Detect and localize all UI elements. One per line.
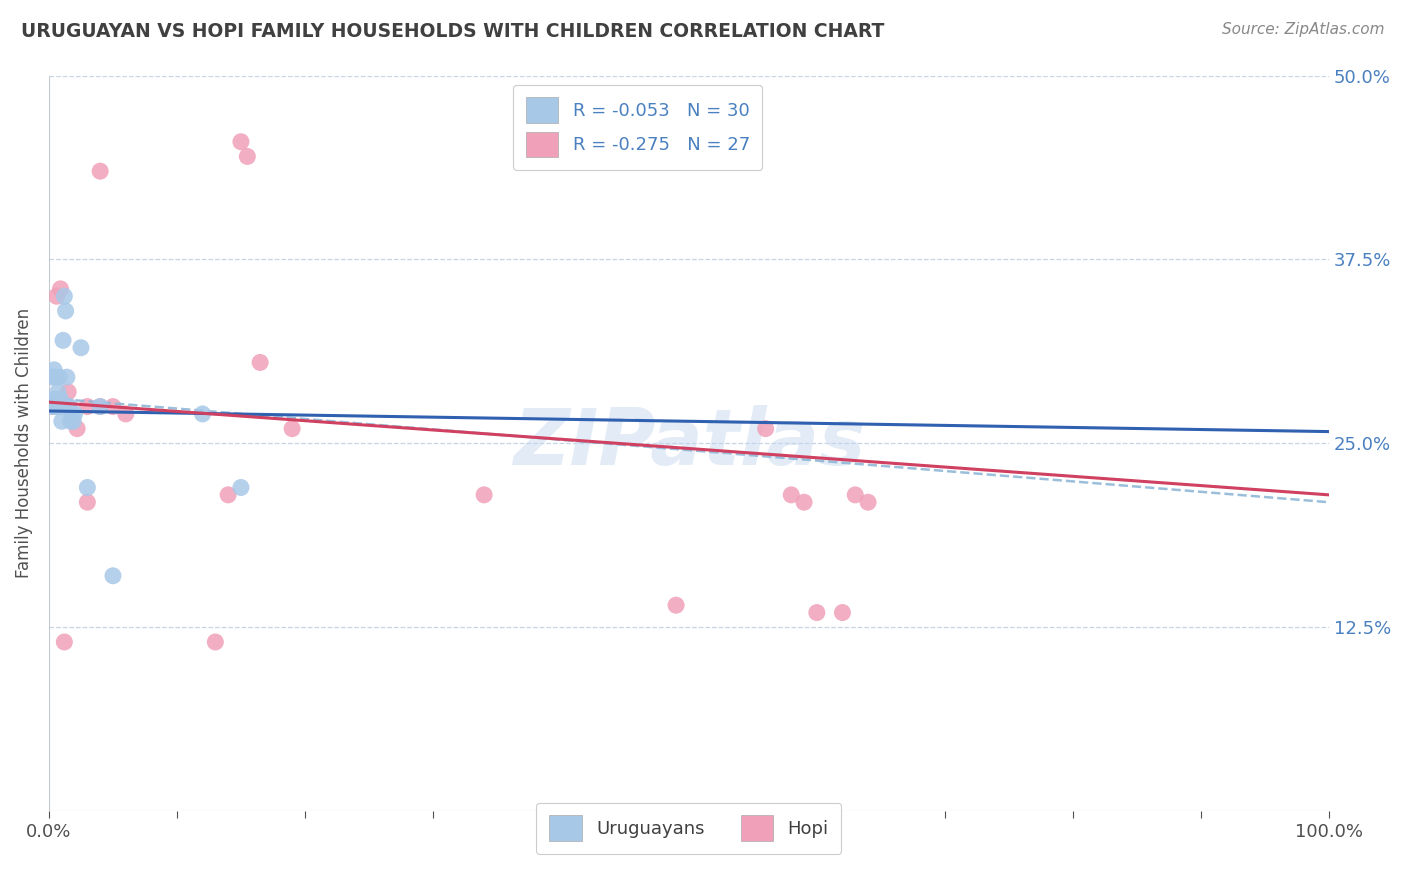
Point xyxy=(53,635,76,649)
Point xyxy=(48,370,70,384)
Point xyxy=(59,414,82,428)
Point xyxy=(53,289,76,303)
Point xyxy=(472,488,495,502)
Point xyxy=(755,422,778,436)
Point xyxy=(52,334,75,348)
Point xyxy=(51,400,73,414)
Point xyxy=(62,414,84,428)
Point xyxy=(45,392,67,407)
Point xyxy=(249,355,271,369)
Point xyxy=(56,370,79,384)
Text: ZIPatlas: ZIPatlas xyxy=(513,405,865,482)
Point xyxy=(44,400,66,414)
Point xyxy=(51,414,73,428)
Point xyxy=(831,606,853,620)
Point xyxy=(204,635,226,649)
Point xyxy=(60,407,83,421)
Point xyxy=(44,370,66,384)
Point xyxy=(191,407,214,421)
Point xyxy=(806,606,828,620)
Point xyxy=(70,341,93,355)
Point xyxy=(42,363,65,377)
Point xyxy=(45,289,67,303)
Point xyxy=(217,488,239,502)
Point xyxy=(281,422,304,436)
Point xyxy=(49,392,72,407)
Point xyxy=(89,164,111,178)
Point xyxy=(45,400,67,414)
Point xyxy=(63,407,86,421)
Point xyxy=(42,370,65,384)
Point xyxy=(844,488,866,502)
Point xyxy=(114,407,136,421)
Point xyxy=(229,135,252,149)
Text: URUGUAYAN VS HOPI FAMILY HOUSEHOLDS WITH CHILDREN CORRELATION CHART: URUGUAYAN VS HOPI FAMILY HOUSEHOLDS WITH… xyxy=(21,22,884,41)
Point xyxy=(793,495,815,509)
Point xyxy=(76,481,98,495)
Point xyxy=(229,481,252,495)
Point xyxy=(56,384,79,399)
Point xyxy=(89,400,111,414)
Point xyxy=(780,488,803,502)
Point xyxy=(42,392,65,407)
Point xyxy=(856,495,879,509)
Text: Source: ZipAtlas.com: Source: ZipAtlas.com xyxy=(1222,22,1385,37)
Point xyxy=(665,598,688,612)
Legend: Uruguayans, Hopi: Uruguayans, Hopi xyxy=(537,803,841,854)
Point xyxy=(56,400,79,414)
Point xyxy=(66,422,89,436)
Point xyxy=(42,400,65,414)
Point xyxy=(101,568,124,582)
Point xyxy=(236,149,259,163)
Point xyxy=(48,400,70,414)
Point xyxy=(42,400,65,414)
Point xyxy=(46,384,69,399)
Point xyxy=(76,495,98,509)
Y-axis label: Family Households with Children: Family Households with Children xyxy=(15,309,32,578)
Point xyxy=(55,304,77,318)
Point xyxy=(101,400,124,414)
Point xyxy=(58,400,80,414)
Point xyxy=(89,400,111,414)
Point xyxy=(49,282,72,296)
Point xyxy=(76,400,98,414)
